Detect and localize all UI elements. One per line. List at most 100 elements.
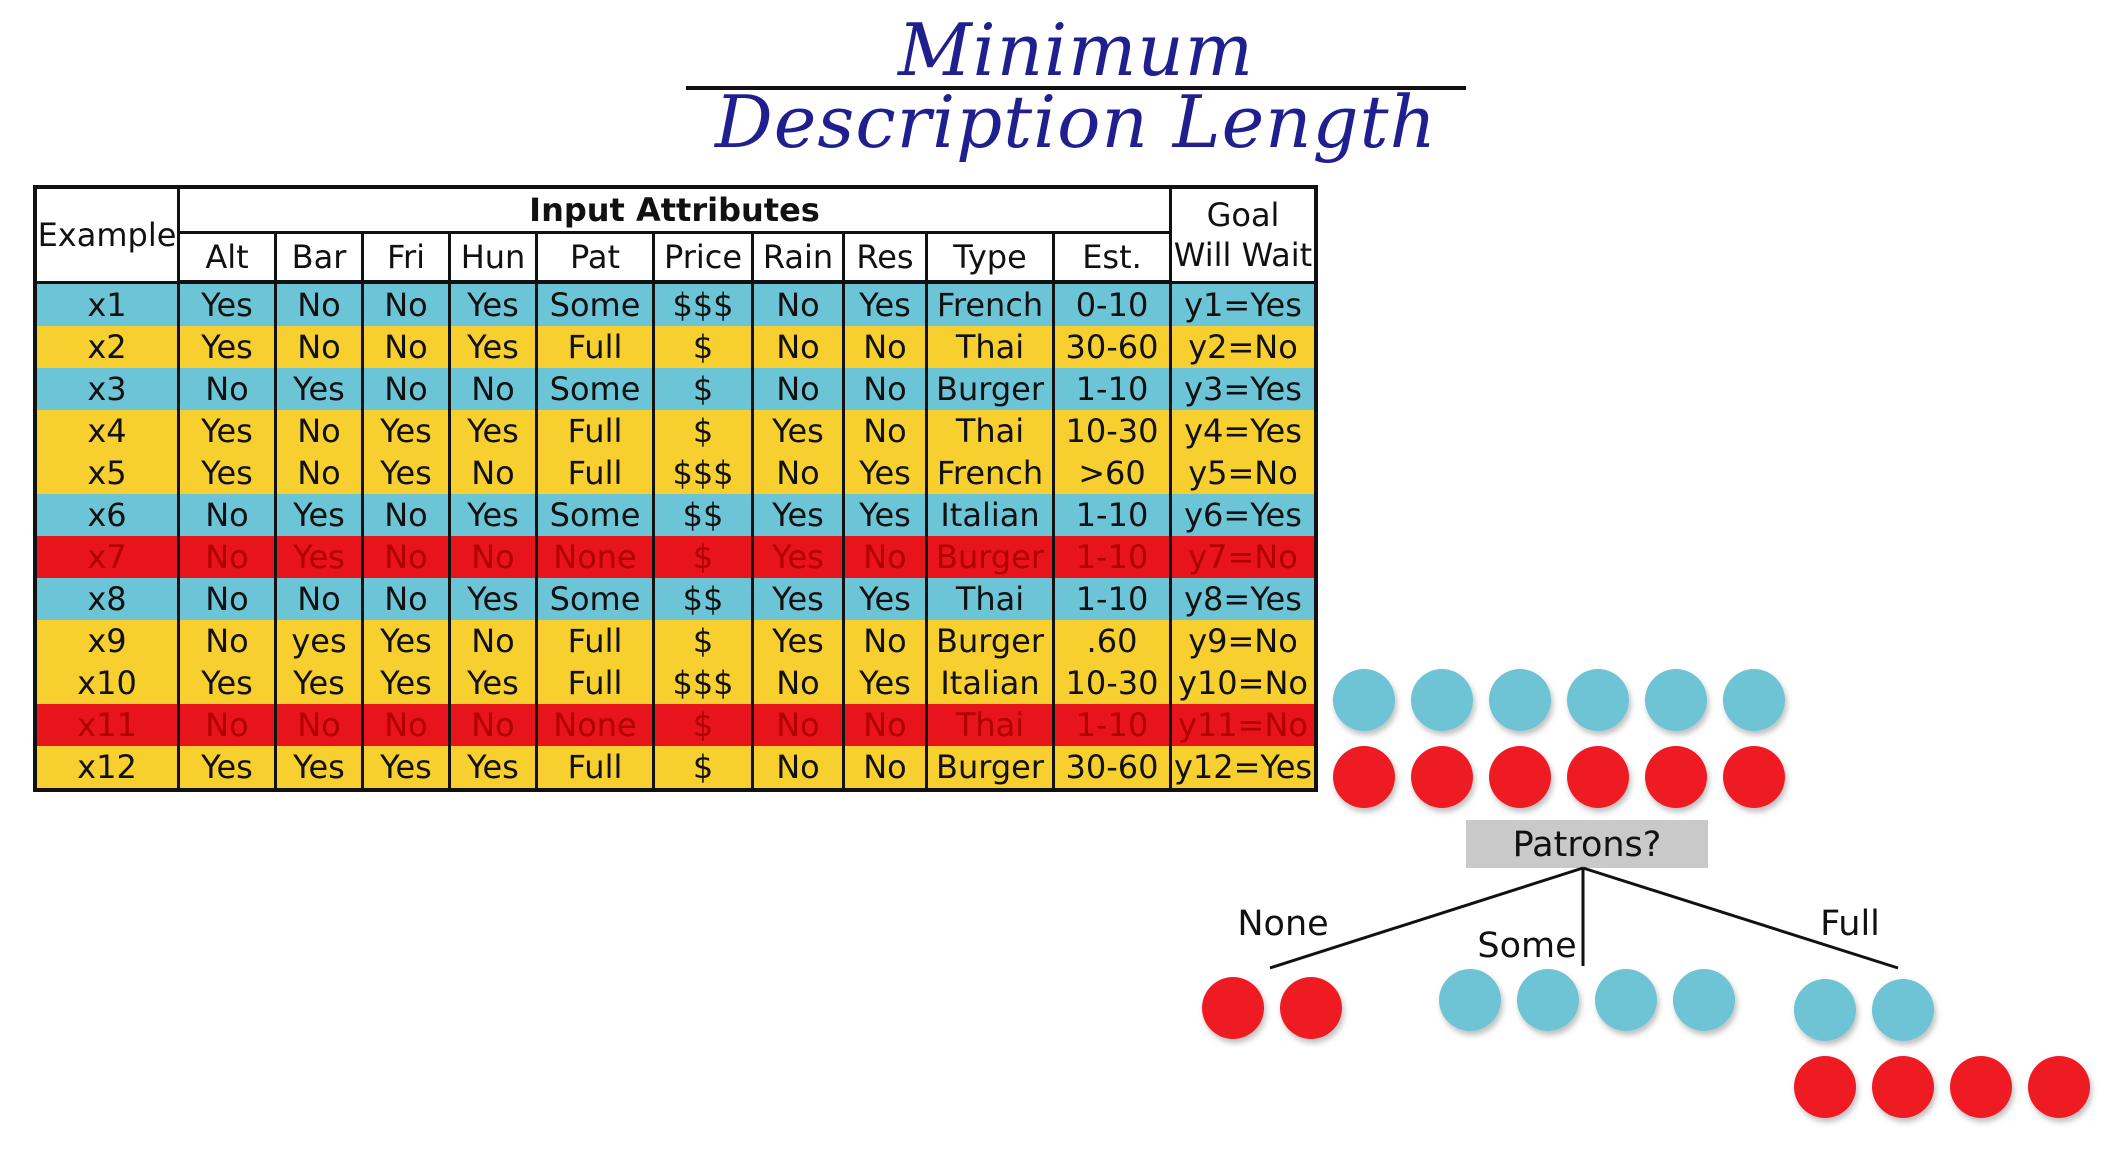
- attribute-header: Rain: [751, 232, 845, 284]
- negative-example-dot: [1872, 1056, 1934, 1118]
- patrons-node-label: Patrons?: [1513, 825, 1662, 865]
- goal-header-line1: Goal: [1206, 195, 1280, 234]
- negative-example-dot: [1950, 1056, 2012, 1118]
- example-id-cell: x7: [33, 536, 180, 578]
- attribute-cell: Full: [535, 326, 655, 368]
- negative-example-dot: [1280, 977, 1342, 1039]
- attribute-cell: Yes: [448, 282, 538, 326]
- attribute-cell: Burger: [925, 620, 1055, 662]
- positive-example-dot: [1333, 669, 1395, 731]
- attribute-header: Pat: [535, 232, 655, 284]
- attribute-cell: $$$: [652, 662, 754, 704]
- table-row: x8 No No No Yes Some $$ Yes Yes Thai 1-10 y8=Yes: [33, 578, 1318, 620]
- positive-example-dot: [1489, 669, 1551, 731]
- attribute-cell: Yes: [751, 536, 845, 578]
- attribute-cell: Thai: [925, 578, 1055, 620]
- attribute-cell: Yes: [751, 578, 845, 620]
- negative-example-dot: [1567, 746, 1629, 808]
- table-row: x9 No yes Yes No Full $ Yes No Burger .60 y9=No: [33, 620, 1318, 662]
- attribute-cell: Full: [535, 452, 655, 494]
- attribute-cell: Yes: [842, 494, 928, 536]
- table-row: x4 Yes No Yes Yes Full $ Yes No Thai 10-30 y4=Yes: [33, 410, 1318, 452]
- attribute-cell: No: [274, 326, 364, 368]
- example-id-cell: x10: [33, 662, 180, 704]
- root-examples: [1333, 669, 1785, 808]
- positive-example-dot: [1439, 969, 1501, 1031]
- positive-example-dot: [1794, 979, 1856, 1041]
- attribute-cell: No: [751, 326, 845, 368]
- attribute-cell: Yes: [274, 494, 364, 536]
- table-row: x12 Yes Yes Yes Yes Full $ No No Burger 30-60 y12=Y…: [33, 746, 1318, 790]
- attribute-header: Fri: [361, 232, 451, 284]
- attribute-cell: Thai: [925, 410, 1055, 452]
- attribute-cell: Italian: [925, 662, 1055, 704]
- attribute-cell: No: [177, 368, 277, 410]
- example-id-cell: x2: [33, 326, 180, 368]
- attribute-cell: 10-30: [1052, 662, 1172, 704]
- attribute-cell: Full: [535, 410, 655, 452]
- example-header: Example: [33, 187, 180, 284]
- attribute-cell: No: [448, 620, 538, 662]
- attribute-cell: None: [535, 704, 655, 746]
- attribute-cell: $: [652, 326, 754, 368]
- attribute-cell: No: [842, 368, 928, 410]
- goal-cell: y7=No: [1169, 536, 1318, 578]
- attribute-cell: No: [448, 368, 538, 410]
- attribute-cell: Yes: [448, 662, 538, 704]
- attribute-cell: No: [842, 704, 928, 746]
- example-id-cell: x3: [33, 368, 180, 410]
- example-id-cell: x12: [33, 746, 180, 790]
- table-row: x6 No Yes No Yes Some $$ Yes Yes Italian 1-10 y6=Ye…: [33, 494, 1318, 536]
- attribute-cell: No: [274, 452, 364, 494]
- attribute-cell: $$: [652, 494, 754, 536]
- attribute-cell: Yes: [361, 410, 451, 452]
- table-row: x11 No No No No None $ No No Thai 1-10 y11=No: [33, 704, 1318, 746]
- positive-example-dot: [1872, 979, 1934, 1041]
- example-id-cell: x11: [33, 704, 180, 746]
- attribute-cell: No: [361, 536, 451, 578]
- attribute-cell: Yes: [842, 282, 928, 326]
- attribute-cell: Full: [535, 662, 655, 704]
- attribute-cell: Yes: [751, 494, 845, 536]
- example-id-cell: x4: [33, 410, 180, 452]
- goal-cell: y12=Yes: [1169, 746, 1318, 790]
- attribute-cell: 1-10: [1052, 704, 1172, 746]
- attribute-cell: Yes: [361, 746, 451, 790]
- attribute-cell: Yes: [448, 326, 538, 368]
- goal-cell: y4=Yes: [1169, 410, 1318, 452]
- attribute-cell: 1-10: [1052, 578, 1172, 620]
- attribute-cell: Full: [535, 620, 655, 662]
- examples-table: Example Input Attributes Goal Will Wait …: [33, 185, 1318, 792]
- goal-cell: y3=Yes: [1169, 368, 1318, 410]
- attribute-cell: Yes: [177, 326, 277, 368]
- attribute-cell: $: [652, 410, 754, 452]
- attribute-cell: 1-10: [1052, 368, 1172, 410]
- attribute-cell: Yes: [751, 410, 845, 452]
- negative-example-dot: [1202, 977, 1264, 1039]
- attribute-cell: Italian: [925, 494, 1055, 536]
- attribute-cell: No: [361, 368, 451, 410]
- attribute-cell: No: [751, 282, 845, 326]
- example-id-cell: x6: [33, 494, 180, 536]
- attribute-header: Est.: [1052, 232, 1172, 284]
- table-row: x2 Yes No No Yes Full $ No No Thai 30-60 y2=No: [33, 326, 1318, 368]
- attribute-cell: No: [361, 494, 451, 536]
- attribute-cell: Yes: [842, 578, 928, 620]
- none-branch-examples: [1202, 977, 1342, 1039]
- attribute-cell: $$: [652, 578, 754, 620]
- example-id-cell: x1: [33, 282, 180, 326]
- attribute-cell: Yes: [177, 452, 277, 494]
- attribute-cell: yes: [274, 620, 364, 662]
- patrons-node-box: [1466, 820, 1708, 868]
- attribute-cell: Yes: [274, 368, 364, 410]
- table-row: x1 Yes No No Yes Some $$$ No Yes French 0-10 y1=Yes: [33, 282, 1318, 326]
- branch-line-full: [1582, 866, 1899, 970]
- attribute-cell: No: [274, 704, 364, 746]
- table-row: x3 No Yes No No Some $ No No Burger 1-10 y3=Yes: [33, 368, 1318, 410]
- attribute-header: Alt: [177, 232, 277, 284]
- attribute-cell: Full: [535, 746, 655, 790]
- attribute-cell: Yes: [177, 282, 277, 326]
- attribute-cell: Some: [535, 282, 655, 326]
- attribute-cell: No: [842, 410, 928, 452]
- attribute-cell: None: [535, 536, 655, 578]
